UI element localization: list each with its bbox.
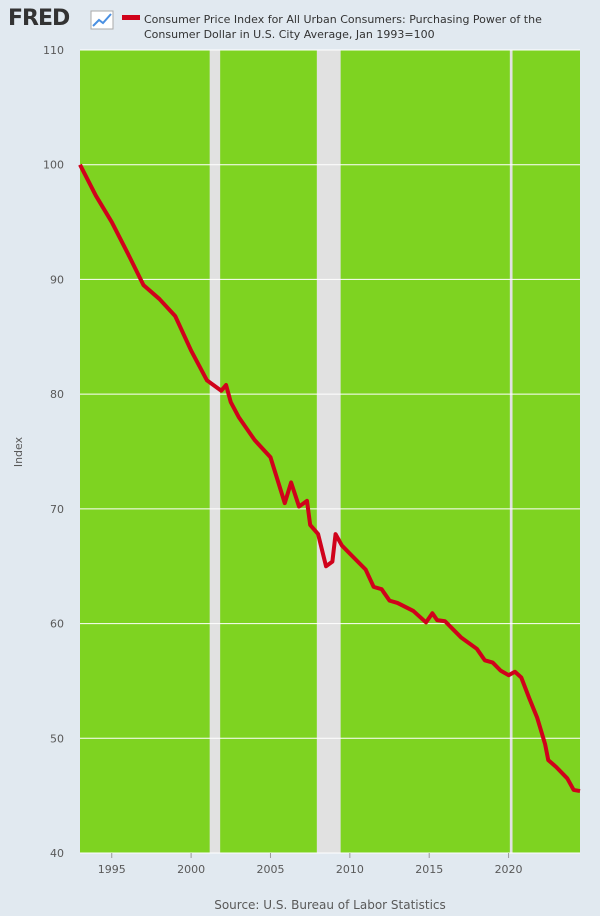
x-tick-label: 2005	[256, 863, 284, 876]
recession-band	[209, 50, 221, 853]
logo-icon	[90, 10, 114, 30]
y-tick-label: 90	[50, 273, 64, 286]
y-tick-label: 60	[50, 618, 64, 631]
x-tick-label: 2015	[415, 863, 443, 876]
recession-band	[509, 50, 513, 853]
x-tick-label: 2000	[177, 863, 205, 876]
y-tick-label: 100	[43, 159, 64, 172]
x-tick-label: 2010	[336, 863, 364, 876]
y-tick-label: 50	[50, 732, 64, 745]
data-line	[78, 163, 581, 794]
legend-swatch	[122, 15, 140, 20]
chart-title: Consumer Price Index for All Urban Consu…	[144, 13, 542, 41]
logo: FRED	[8, 6, 70, 31]
y-tick-label: 70	[50, 503, 64, 516]
x-tick-label: 2020	[495, 863, 523, 876]
y-axis-label: Index	[12, 436, 25, 467]
source: Source: U.S. Bureau of Labor Statistics	[214, 898, 446, 912]
x-tick-label: 1995	[98, 863, 126, 876]
recession-band	[316, 50, 341, 853]
y-tick-label: 40	[50, 847, 64, 860]
y-tick-label: 80	[50, 388, 64, 401]
y-tick-label: 110	[43, 44, 64, 57]
